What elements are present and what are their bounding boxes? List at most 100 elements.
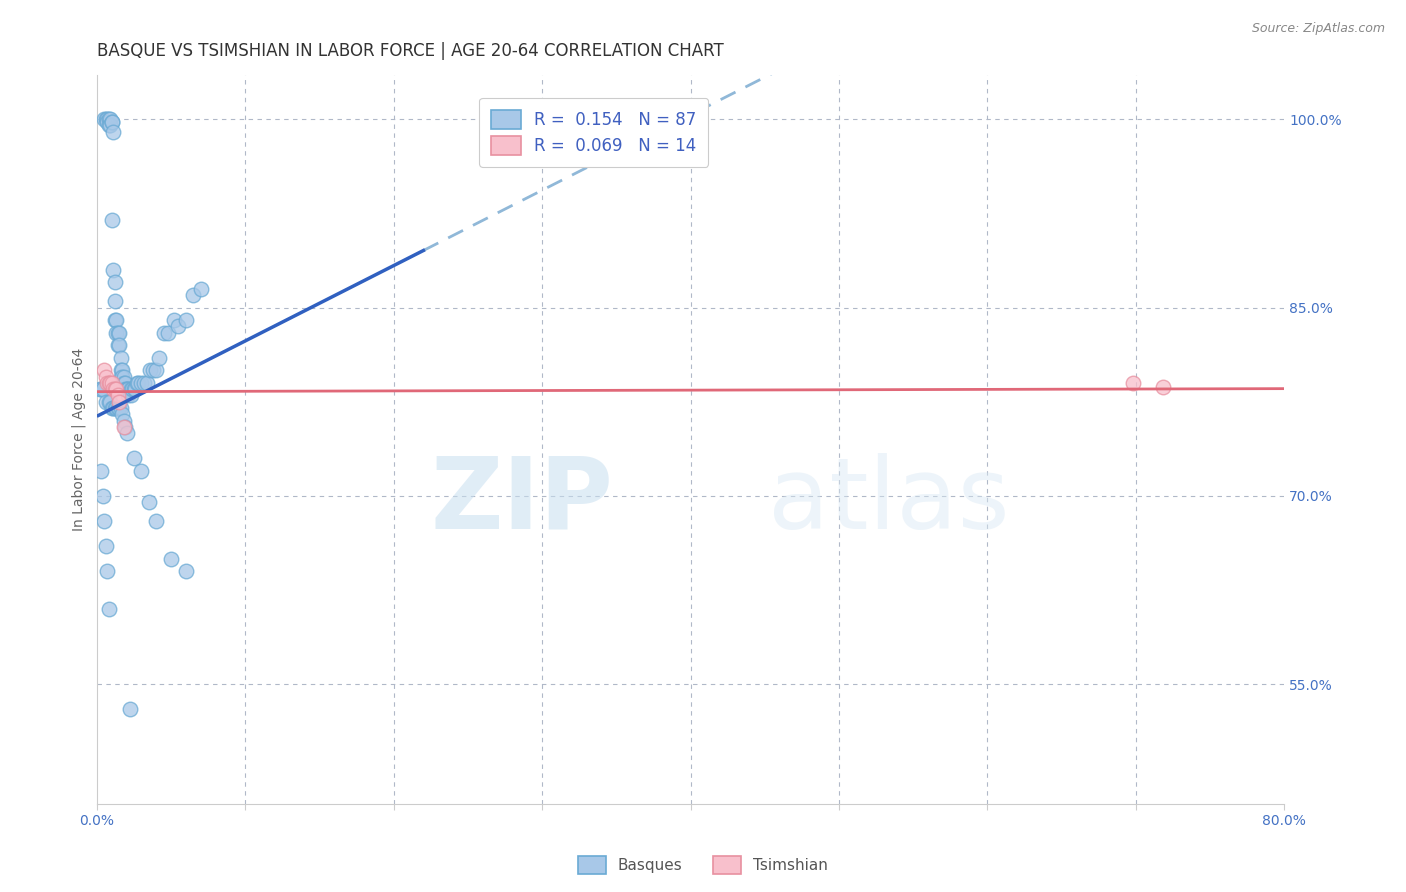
Point <box>120 382 142 396</box>
Point <box>115 382 138 396</box>
Point <box>167 319 190 334</box>
Point <box>96 114 118 128</box>
Point <box>104 294 127 309</box>
Point <box>114 376 136 390</box>
Point <box>110 401 132 415</box>
Legend: Basques, Tsimshian: Basques, Tsimshian <box>572 850 834 880</box>
Point <box>97 119 120 133</box>
Point <box>94 394 117 409</box>
Point <box>105 382 128 396</box>
Point <box>110 369 132 384</box>
Point <box>98 112 121 127</box>
Point <box>114 419 136 434</box>
Point <box>107 338 129 352</box>
Point <box>96 376 118 390</box>
Point <box>142 363 165 377</box>
Point <box>97 602 120 616</box>
Point <box>115 426 138 441</box>
Point <box>157 326 180 340</box>
Point <box>100 376 122 390</box>
Text: Source: ZipAtlas.com: Source: ZipAtlas.com <box>1251 22 1385 36</box>
Point <box>112 376 135 390</box>
Point <box>118 702 141 716</box>
Point <box>101 382 124 396</box>
Point <box>97 112 120 127</box>
Text: BASQUE VS TSIMSHIAN IN LABOR FORCE | AGE 20-64 CORRELATION CHART: BASQUE VS TSIMSHIAN IN LABOR FORCE | AGE… <box>97 42 724 60</box>
Point <box>127 376 149 390</box>
Point <box>89 382 111 396</box>
Point <box>105 326 128 340</box>
Point <box>94 112 117 127</box>
Point <box>110 351 132 365</box>
Point <box>112 413 135 427</box>
Point <box>101 125 124 139</box>
Point <box>183 288 205 302</box>
Point <box>107 326 129 340</box>
Point <box>108 338 131 352</box>
Point <box>98 119 121 133</box>
Legend: R =  0.154   N = 87, R =  0.069   N = 14: R = 0.154 N = 87, R = 0.069 N = 14 <box>479 98 709 167</box>
Point <box>152 326 174 340</box>
Point <box>93 363 115 377</box>
Point <box>108 401 131 415</box>
Point <box>107 388 129 402</box>
Point <box>98 376 121 390</box>
Point <box>110 363 132 377</box>
Point <box>174 313 197 327</box>
Point <box>117 388 139 402</box>
Y-axis label: In Labor Force | Age 20-64: In Labor Force | Age 20-64 <box>72 348 86 531</box>
Point <box>98 394 121 409</box>
Point <box>100 114 122 128</box>
Point <box>108 394 131 409</box>
Point <box>122 451 145 466</box>
Point <box>100 114 122 128</box>
Point <box>131 464 153 478</box>
Point <box>94 369 117 384</box>
Point <box>139 363 162 377</box>
Point <box>91 489 114 503</box>
Point <box>138 495 160 509</box>
Point <box>90 382 112 396</box>
Point <box>93 112 115 127</box>
Point <box>104 401 127 415</box>
Point <box>160 551 183 566</box>
Point <box>105 313 128 327</box>
Point <box>131 376 153 390</box>
Point <box>121 382 143 396</box>
Point <box>148 351 170 365</box>
Point <box>94 539 117 553</box>
Point <box>136 376 159 390</box>
Point <box>174 564 197 578</box>
Point <box>100 212 122 227</box>
Point <box>100 401 122 415</box>
Point <box>105 401 128 415</box>
Point <box>101 263 124 277</box>
Point <box>1152 379 1174 393</box>
Point <box>134 376 156 390</box>
Point <box>93 514 115 528</box>
Point <box>145 363 167 377</box>
Point <box>104 313 127 327</box>
Point <box>115 382 138 396</box>
Point <box>96 564 118 578</box>
Point <box>107 401 129 415</box>
Point <box>124 382 146 396</box>
Point <box>125 376 148 390</box>
Text: atlas: atlas <box>768 453 1010 549</box>
Point <box>114 382 136 396</box>
Point <box>90 464 112 478</box>
Point <box>112 369 135 384</box>
Point <box>104 382 127 396</box>
Point <box>104 276 127 290</box>
Point <box>118 384 141 399</box>
Point <box>120 388 142 402</box>
Point <box>145 514 167 528</box>
Point <box>163 313 186 327</box>
Point <box>122 382 145 396</box>
Point <box>117 382 139 396</box>
Point <box>97 394 120 409</box>
Point <box>97 376 120 390</box>
Point <box>1122 376 1144 390</box>
Point <box>112 419 135 434</box>
Point <box>111 369 134 384</box>
